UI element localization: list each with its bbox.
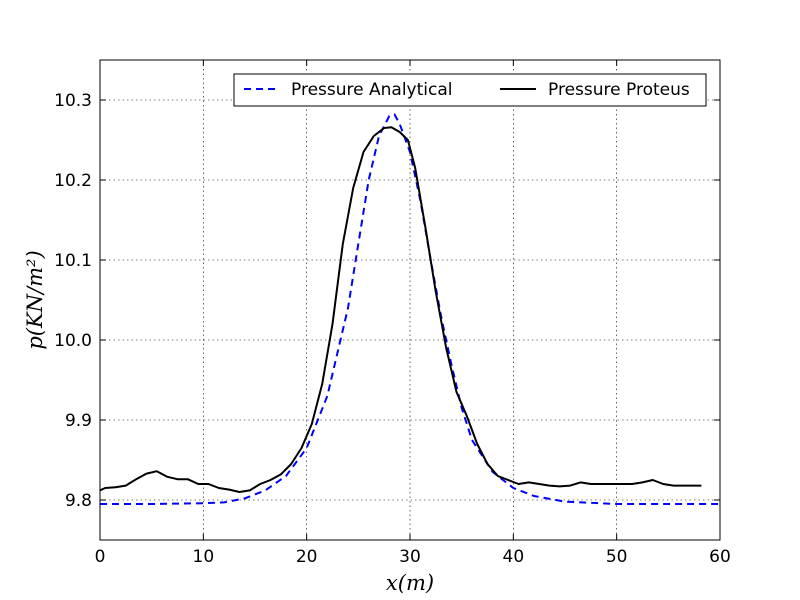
x-tick-label: 30 — [399, 547, 421, 567]
legend-label: Pressure Analytical — [291, 80, 452, 100]
y-axis-label: p(KN/m²) — [23, 250, 47, 349]
x-tick-label: 0 — [95, 547, 106, 567]
series-layer — [100, 113, 720, 505]
series-line-pressure-analytical — [100, 113, 720, 505]
legend: Pressure Analytical Pressure Proteus — [233, 73, 707, 107]
x-tick-label: 60 — [709, 547, 731, 567]
legend-label: Pressure Proteus — [548, 80, 690, 100]
x-axis-label: x(m) — [386, 571, 434, 595]
y-tick-label: 10.1 — [54, 251, 92, 271]
x-tick-label: 10 — [193, 547, 215, 567]
y-tick-label: 9.8 — [65, 491, 92, 511]
x-tick-label: 50 — [606, 547, 628, 567]
y-tick-label: 9.9 — [65, 411, 92, 431]
y-tick-label: 10.2 — [54, 171, 92, 191]
legend-box — [233, 73, 707, 107]
series-line-pressure-proteus — [100, 126, 702, 493]
axis-ticks: 0 10 20 30 40 50 60 9.8 9.9 10.0 10.1 10.2 10.3 — [54, 60, 731, 567]
y-tick-label: 10.0 — [54, 331, 92, 351]
y-tick-label: 10.3 — [54, 91, 92, 111]
x-tick-label: 20 — [296, 547, 318, 567]
x-tick-label: 40 — [503, 547, 525, 567]
